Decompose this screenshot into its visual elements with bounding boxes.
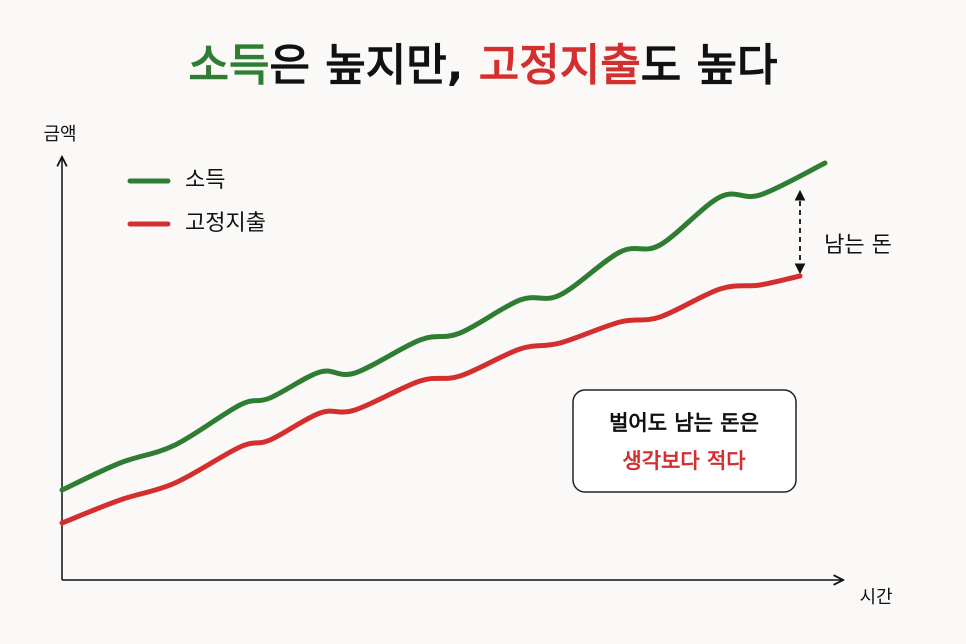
callout-text: 생각보다 적다 (622, 449, 746, 473)
callout-box (572, 389, 797, 493)
title-part: 소득 (189, 40, 270, 91)
title-part: 도 높다 (641, 40, 778, 91)
title: 소득은 높지만, 고정지출도 높다 (189, 40, 778, 91)
x-axis-label: 시간 (859, 587, 892, 608)
income-curve (59, 160, 828, 493)
title-part: 고정지출 (479, 40, 641, 91)
legend-label: 고정지출 (185, 211, 266, 236)
gap-label: 남는 돈 (824, 233, 892, 258)
expense-curve (59, 273, 803, 526)
legend-label: 소득 (185, 168, 225, 193)
title-part: 은 높지만, (270, 40, 479, 91)
y-axis-label: 금액 (43, 124, 76, 145)
callout-text: 벌어도 남는 돈은 (609, 411, 759, 435)
